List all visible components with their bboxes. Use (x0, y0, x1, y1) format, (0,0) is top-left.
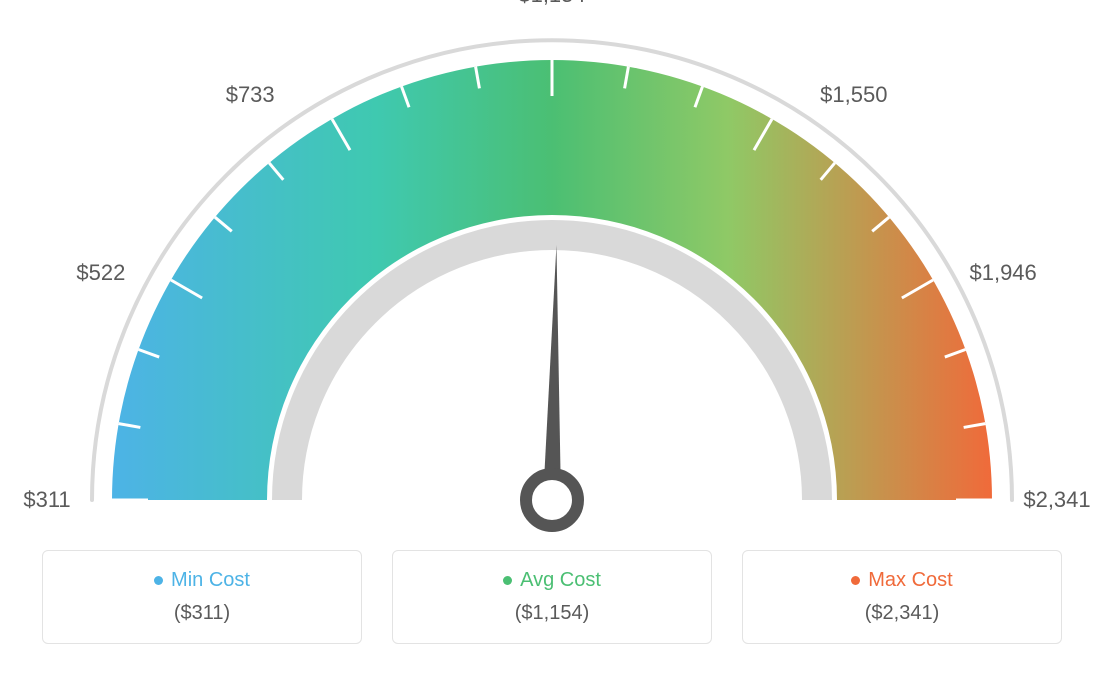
legend-title-avg-text: Avg Cost (520, 569, 601, 592)
legend-dot-max (851, 576, 860, 585)
legend-title-max: Max Cost (851, 569, 952, 592)
gauge-container: $311 $522 $733 $1,154 $1,550 $1,946 $2,341 (0, 0, 1104, 540)
gauge-tick-label: $1,946 (969, 260, 1036, 286)
legend-card-max: Max Cost ($2,341) (742, 550, 1062, 644)
legend-title-max-text: Max Cost (868, 569, 952, 592)
legend-dot-avg (503, 576, 512, 585)
gauge-tick-label: $311 (23, 487, 70, 513)
legend-card-avg: Avg Cost ($1,154) (392, 550, 712, 644)
gauge-tick-label: $522 (76, 260, 125, 286)
legend-card-min: Min Cost ($311) (42, 550, 362, 644)
legend-title-min: Min Cost (154, 569, 250, 592)
gauge-tick-label: $733 (226, 82, 275, 108)
legend-value-max: ($2,341) (753, 602, 1051, 625)
legend-title-avg: Avg Cost (503, 569, 601, 592)
gauge-tick-label: $2,341 (1023, 487, 1090, 513)
legend-row: Min Cost ($311) Avg Cost ($1,154) Max Co… (0, 550, 1104, 644)
legend-title-min-text: Min Cost (171, 569, 250, 592)
gauge-tick-label: $1,550 (820, 82, 887, 108)
legend-value-avg: ($1,154) (403, 602, 701, 625)
legend-dot-min (154, 576, 163, 585)
gauge-tick-label: $1,154 (518, 0, 585, 8)
legend-value-min: ($311) (53, 602, 351, 625)
gauge-svg (0, 0, 1104, 560)
